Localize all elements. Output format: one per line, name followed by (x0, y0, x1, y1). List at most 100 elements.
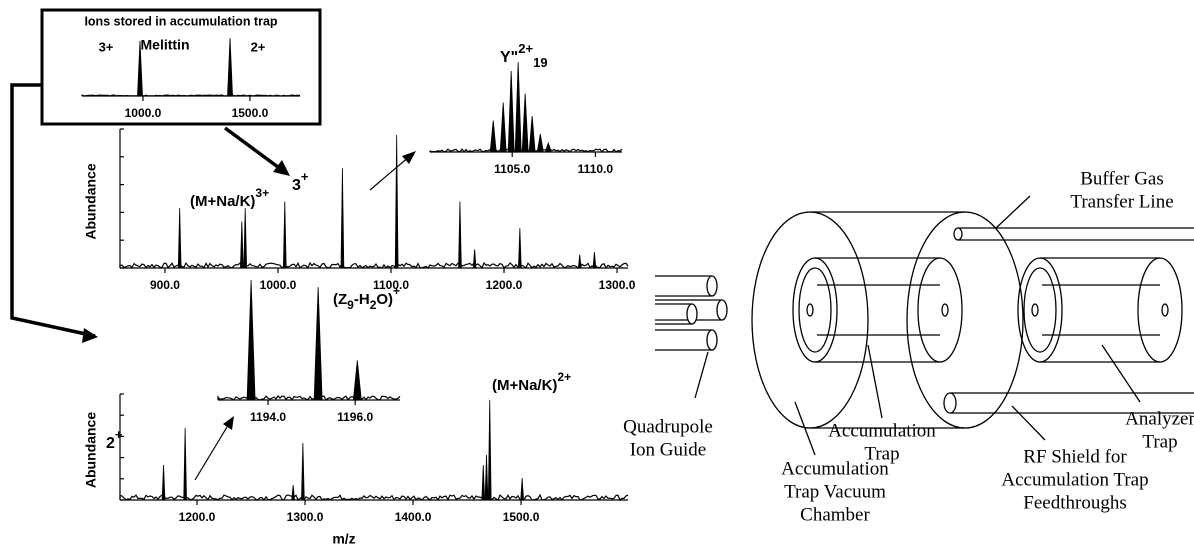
ion-label-part: + (115, 427, 123, 442)
diagram-label: Trap (1142, 431, 1177, 452)
peak (507, 70, 515, 153)
chamber-back (906, 211, 1024, 429)
y-axis-label: Abundance (83, 412, 99, 488)
analyzer-front (1017, 257, 1063, 363)
diagram-label: Trap (864, 443, 899, 464)
diagram-label: Accumulation Trap (1001, 469, 1148, 490)
peak (161, 464, 166, 501)
baseline-noise (119, 493, 629, 502)
diagram-label: Analyzer (1125, 408, 1194, 429)
x-tick-label: 1200.0 (179, 510, 216, 524)
peak (458, 201, 462, 269)
x-tick-label: 1110.0 (578, 162, 614, 176)
peak (472, 249, 477, 269)
x-tick-label: 1000.0 (125, 106, 162, 120)
x-tick-label: 1100.0 (373, 278, 409, 292)
ion-label-part: 3 (292, 177, 301, 194)
peak (489, 120, 497, 153)
inset-box (40, 8, 322, 126)
arrow-head (273, 160, 290, 176)
rf-shield-tube (950, 392, 1194, 414)
ion-label-part: O) (376, 291, 393, 308)
peak (291, 484, 295, 501)
rod (655, 275, 712, 297)
ion-label: (M+Na/K)2+ (492, 370, 571, 394)
diagram-label: Chamber (800, 504, 870, 525)
x-tick-label: 1000.0 (260, 278, 297, 292)
peak (484, 454, 489, 501)
ion-label-part: Y" (500, 49, 518, 66)
peak (137, 40, 143, 97)
arrow (223, 126, 284, 172)
arrow-head (402, 151, 416, 164)
x-tick-label: 1105.0 (494, 162, 530, 176)
peak (577, 254, 582, 269)
analyzer-body (1040, 257, 1160, 363)
x-tick-label: 900.0 (150, 278, 180, 292)
ion-label-part: (M+Na/K) (190, 193, 255, 210)
peak (518, 228, 522, 269)
accum-hole (941, 303, 949, 317)
diagram-label: Trap Vacuum (784, 481, 886, 502)
ion-label: Y"2+19 (500, 41, 548, 70)
y-axis-label: Abundance (83, 163, 99, 239)
arrow (369, 155, 411, 191)
ion-label: 2+ (106, 427, 123, 452)
peak (520, 477, 524, 501)
baseline-noise (119, 261, 629, 270)
leader-lines (694, 195, 1141, 456)
diagram-label: Feedthroughs (1023, 492, 1126, 513)
rod-end (686, 303, 698, 325)
x-tick-label: 1196.0 (337, 410, 373, 424)
bracket-arrow (10, 83, 96, 338)
ion-label: 3+ (292, 169, 309, 194)
ion-label: (Z9-H2O)+ (333, 284, 400, 312)
peak (521, 93, 529, 153)
charge-label: 3+ (99, 39, 114, 54)
arrow-head (223, 416, 234, 430)
ion-label-part: (Z (333, 291, 347, 308)
peak (243, 208, 248, 269)
analyzer-hole (1031, 303, 1039, 317)
peak (514, 61, 522, 153)
instrument-diagram (655, 195, 1194, 456)
ion-label: (M+Na/K)3+ (190, 186, 269, 210)
ion-label-part: + (301, 169, 309, 184)
chamber-front (751, 211, 869, 429)
charge-label: 2+ (251, 39, 266, 54)
ion-label-part: 2 (370, 298, 377, 312)
x-tick-label: 1500.0 (232, 106, 269, 120)
accum-body (815, 257, 940, 363)
ion-label-part: + (393, 284, 400, 298)
peak (481, 464, 486, 501)
peak (282, 201, 287, 269)
x-tick-label: 1500.0 (503, 510, 540, 524)
peak (240, 221, 244, 269)
rod-end (716, 299, 728, 321)
peak (227, 37, 233, 97)
diagram-label: Quadrupole (623, 416, 713, 437)
rod (655, 329, 712, 351)
ion-label-part: 3+ (255, 186, 269, 200)
peak (313, 287, 323, 401)
ion-label-part: -H (354, 291, 370, 308)
peak (499, 102, 507, 153)
peak (177, 208, 182, 269)
peak (301, 442, 305, 501)
rod (655, 303, 692, 325)
peak (536, 133, 544, 153)
diagram-label: Accumulation (781, 458, 889, 479)
peak (183, 427, 187, 501)
x-tick-label: 1300.0 (599, 278, 636, 292)
diagram-label: Buffer Gas (1080, 168, 1164, 189)
chamber-body (810, 211, 965, 429)
analyzer-hole (1161, 303, 1169, 317)
ion-label-part: 2 (106, 435, 115, 452)
x-axis-label: m/z (332, 531, 355, 547)
ion-label-part: (M+Na/K) (492, 377, 557, 394)
diagram-label: RF Shield for (1023, 446, 1127, 467)
ion-label-part: 9 (347, 298, 354, 312)
buffer-gas-line (958, 227, 1194, 241)
diagram-label: Transfer Line (1070, 191, 1173, 212)
